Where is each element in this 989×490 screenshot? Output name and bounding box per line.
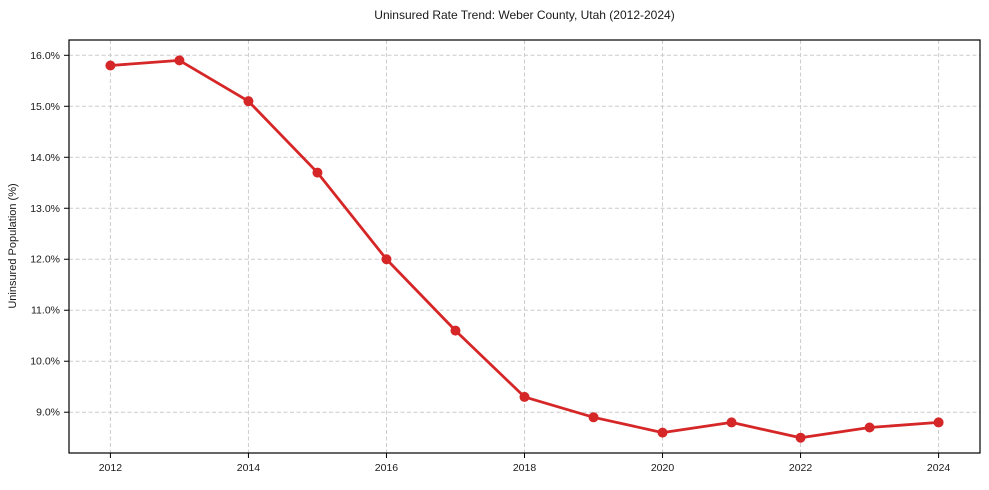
data-point-marker <box>795 432 806 443</box>
x-tick-label: 2024 <box>927 462 951 474</box>
data-point-marker <box>312 167 323 178</box>
y-tick-label: 9.0% <box>36 407 60 419</box>
data-point-marker <box>105 60 116 71</box>
x-tick-label: 2018 <box>513 462 537 474</box>
y-tick-label: 14.0% <box>30 152 60 164</box>
y-tick-label: 15.0% <box>30 101 60 113</box>
x-tick-label: 2016 <box>375 462 399 474</box>
data-point-marker <box>588 412 599 423</box>
y-tick-label: 11.0% <box>31 305 60 317</box>
y-tick-label: 10.0% <box>30 356 60 368</box>
data-point-marker <box>450 325 461 336</box>
data-point-marker <box>381 254 392 265</box>
data-point-marker <box>174 55 185 66</box>
data-point-marker <box>657 427 668 438</box>
y-tick-label: 16.0% <box>30 50 60 62</box>
data-point-marker <box>933 417 944 428</box>
y-tick-label: 13.0% <box>30 203 60 215</box>
data-point-marker <box>726 417 737 428</box>
data-point-marker <box>243 96 254 107</box>
x-tick-label: 2020 <box>651 462 675 474</box>
x-tick-label: 2022 <box>789 462 813 474</box>
data-point-marker <box>864 422 875 433</box>
x-tick-label: 2012 <box>99 462 123 474</box>
data-point-marker <box>519 391 530 402</box>
x-tick-label: 2014 <box>237 462 261 474</box>
chart-title: Uninsured Rate Trend: Weber County, Utah… <box>374 8 675 22</box>
y-tick-label: 12.0% <box>30 254 60 266</box>
